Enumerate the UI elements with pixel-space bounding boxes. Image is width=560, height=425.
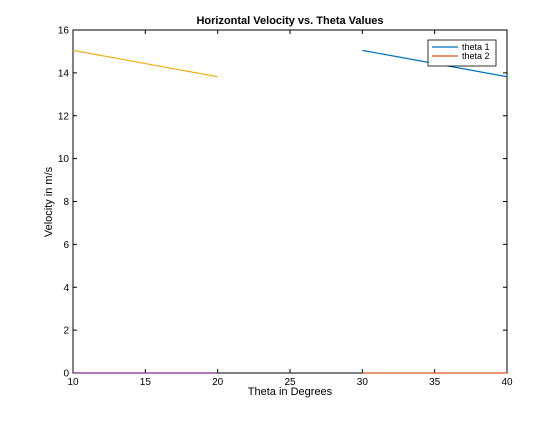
y-tick-label: 12 [58,111,70,122]
y-tick-label: 4 [63,283,69,294]
series-layer [73,50,507,373]
y-axis-title: Velocity in m/s [43,166,55,237]
y-tick-label: 14 [58,68,70,79]
y-tick-label: 2 [63,326,69,337]
legend-label: theta 2 [462,51,490,61]
y-tick-label: 0 [63,369,69,380]
x-tick-label: 40 [501,377,513,388]
plot-frame [73,30,507,373]
y-tick-label: 8 [63,197,69,208]
x-tick-label: 30 [357,377,369,388]
x-tick-label: 10 [67,377,79,388]
x-axis-title: Theta in Degrees [248,386,333,398]
x-tick-label: 20 [212,377,224,388]
chart-title: Horizontal Velocity vs. Theta Values [196,15,383,27]
series-line-3 [73,50,218,76]
y-tick-label: 16 [58,26,70,37]
y-tick-label: 6 [63,240,69,251]
x-tick-label: 35 [429,377,441,388]
y-tick-label: 10 [58,154,70,165]
x-tick-label: 15 [140,377,152,388]
plot-area [73,30,507,373]
